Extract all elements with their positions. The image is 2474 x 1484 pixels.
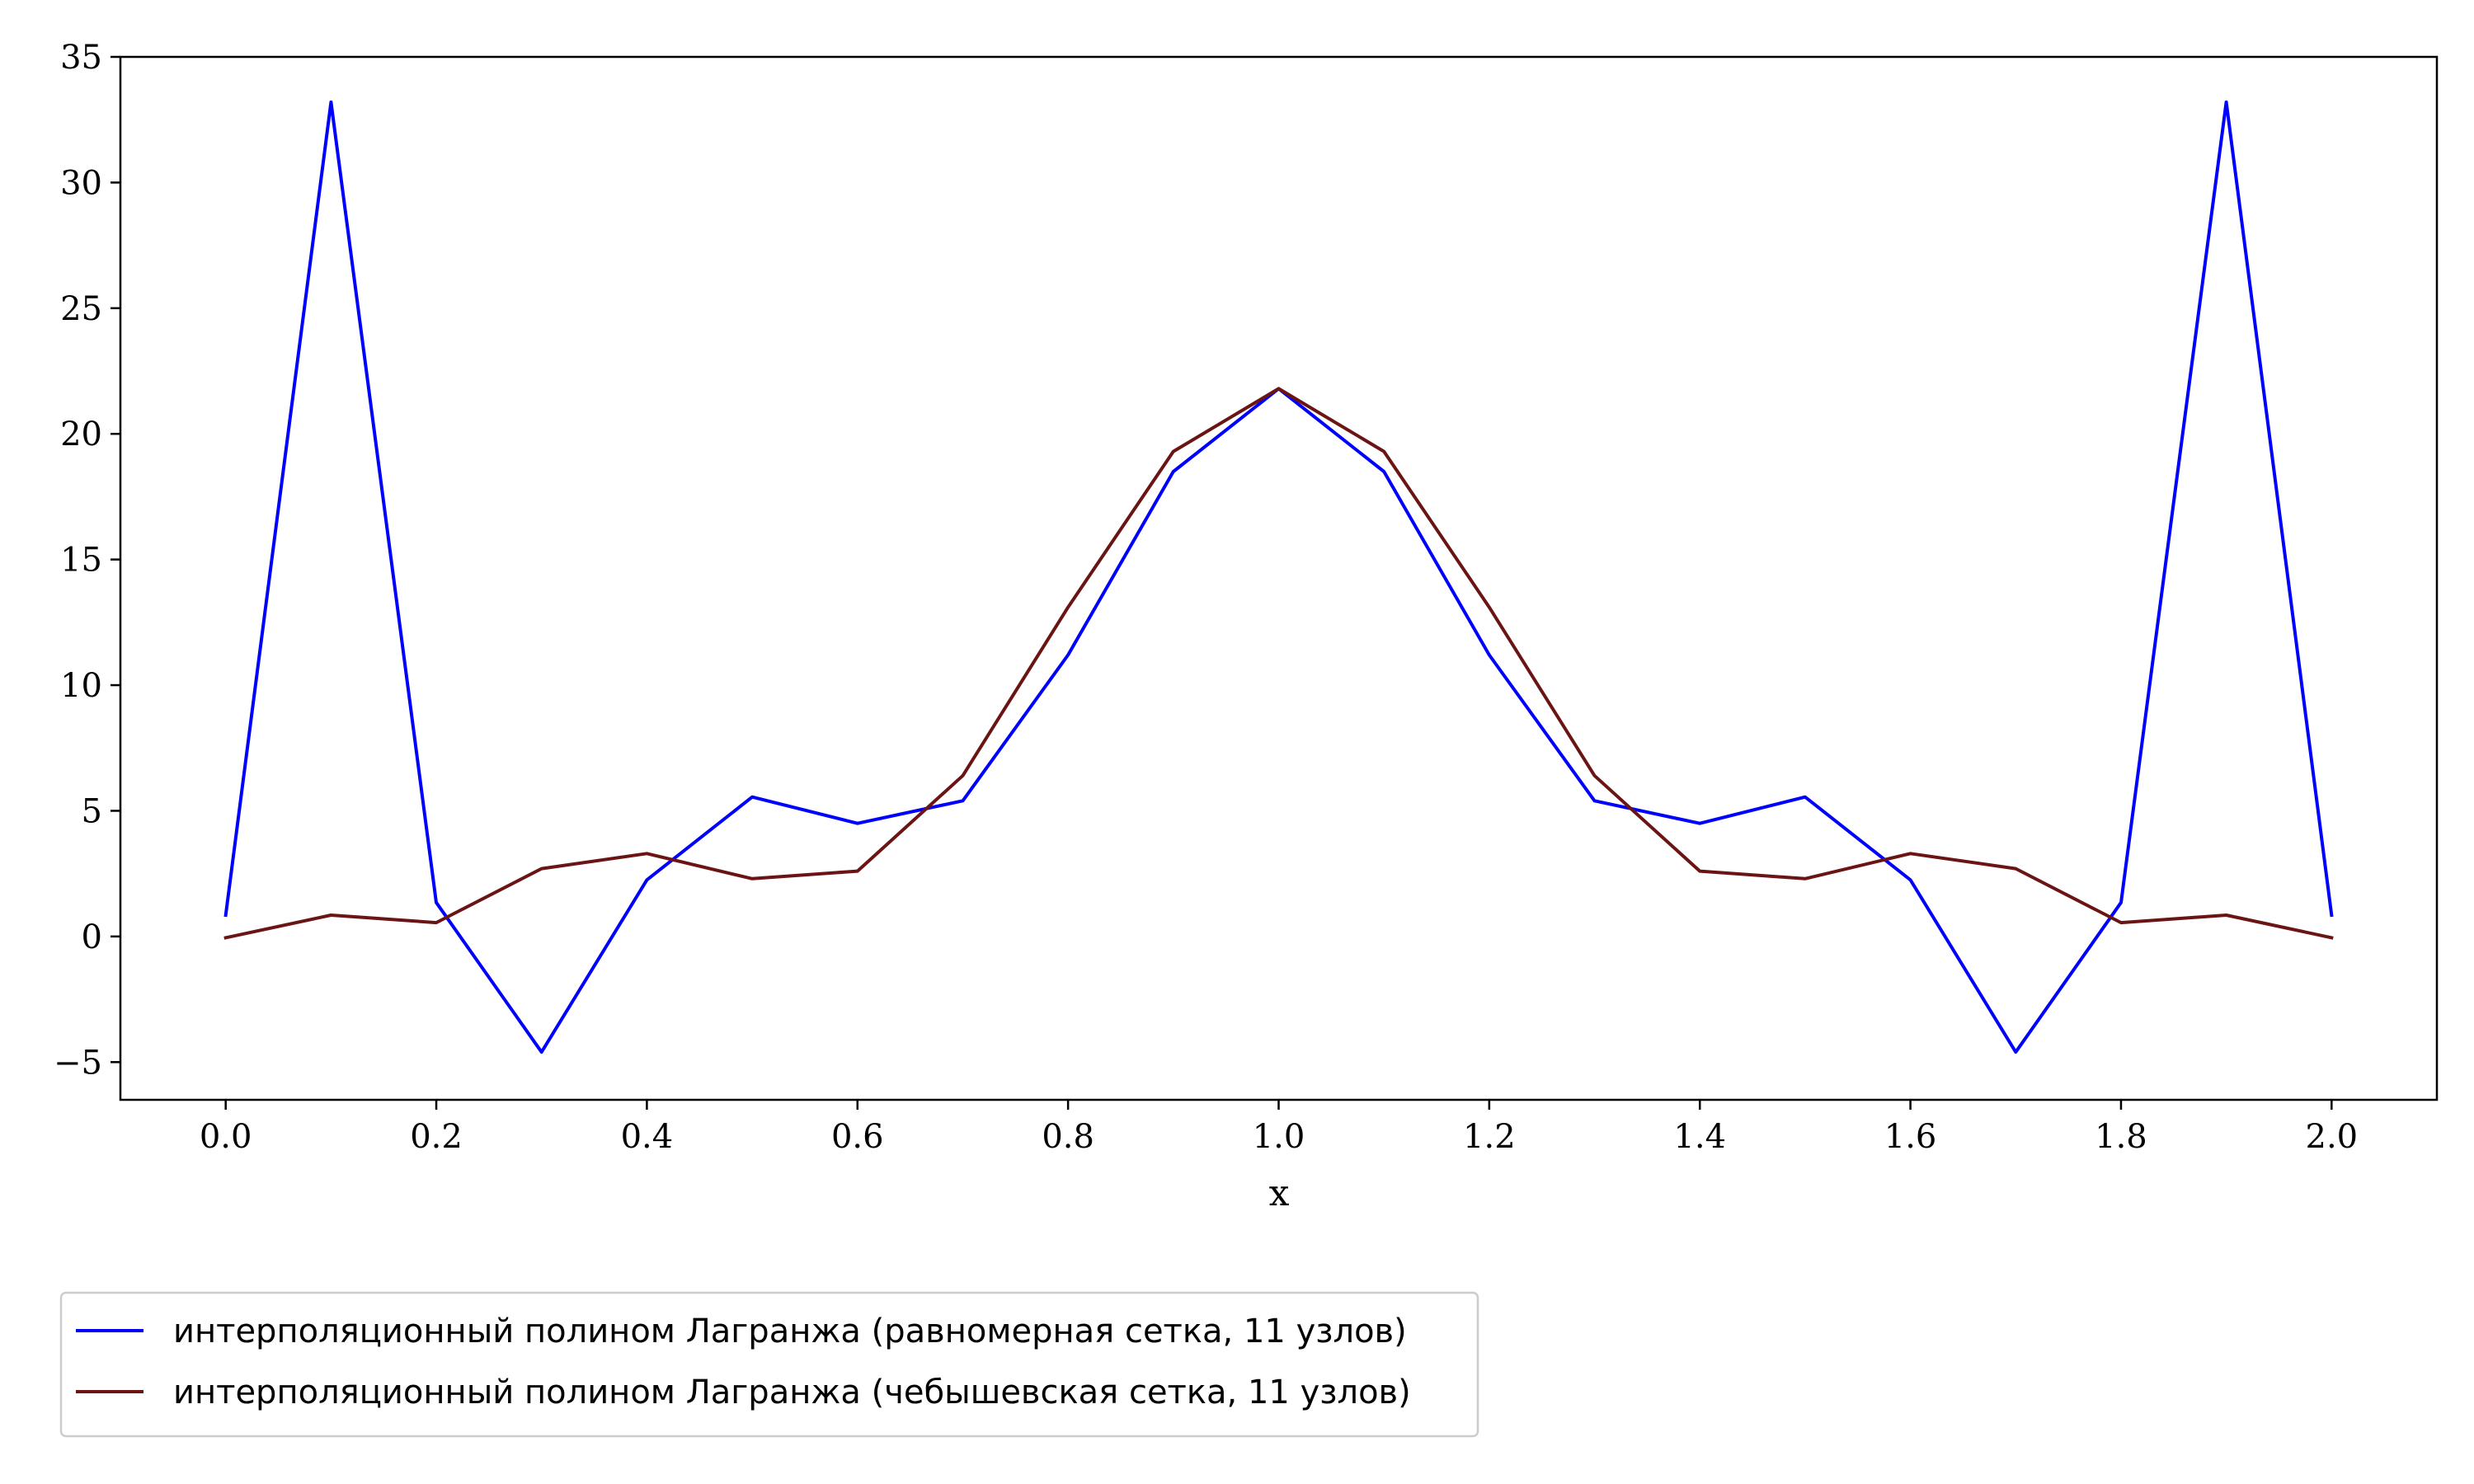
series-line-1 xyxy=(223,100,2334,1054)
y-tick-label: 35 xyxy=(60,39,102,77)
legend-label-2: интерполяционный полином Лагранжа (чебыш… xyxy=(173,1374,1411,1411)
x-tick-label: 0.6 xyxy=(831,1118,884,1156)
legend: интерполяционный полином Лагранжа (равно… xyxy=(59,1291,1479,1438)
y-tick-label: 15 xyxy=(60,542,102,580)
x-axis-title: x xyxy=(1269,1172,1290,1214)
x-tick-label: 0.2 xyxy=(410,1118,463,1156)
y-tick-label: 5 xyxy=(82,792,102,830)
x-tick-label: 1.4 xyxy=(1673,1118,1726,1156)
x-tick-label: 0.0 xyxy=(200,1118,252,1156)
y-tick-label: 25 xyxy=(60,290,102,328)
y-tick-label: 0 xyxy=(82,918,102,956)
legend-label-1: интерполяционный полином Лагранжа (равно… xyxy=(173,1313,1407,1350)
axes-frame xyxy=(119,55,2439,1101)
y-tick-label: 30 xyxy=(60,164,102,202)
legend-frame xyxy=(59,1291,1479,1438)
y-tick-label: 10 xyxy=(60,667,102,705)
y-tick-label: 20 xyxy=(60,416,102,453)
x-tick-label: 0.4 xyxy=(621,1118,674,1156)
x-tick-label: 2.0 xyxy=(2306,1118,2359,1156)
plot-area: 0.0 0.2 0.4 0.6 0.8 1.0 1.2 1.4 1.6 1.8 2.0 −5 0 5 10 1… xyxy=(54,39,2439,1156)
x-tick-label: 1.0 xyxy=(1253,1118,1305,1156)
series-line-2 xyxy=(223,387,2334,940)
y-tick-label: −5 xyxy=(54,1044,102,1082)
x-tick-label: 0.8 xyxy=(1042,1118,1094,1156)
x-tick-label: 1.8 xyxy=(2095,1118,2147,1156)
x-tick-label: 1.6 xyxy=(1884,1118,1937,1156)
x-tick-label: 1.2 xyxy=(1463,1118,1516,1156)
